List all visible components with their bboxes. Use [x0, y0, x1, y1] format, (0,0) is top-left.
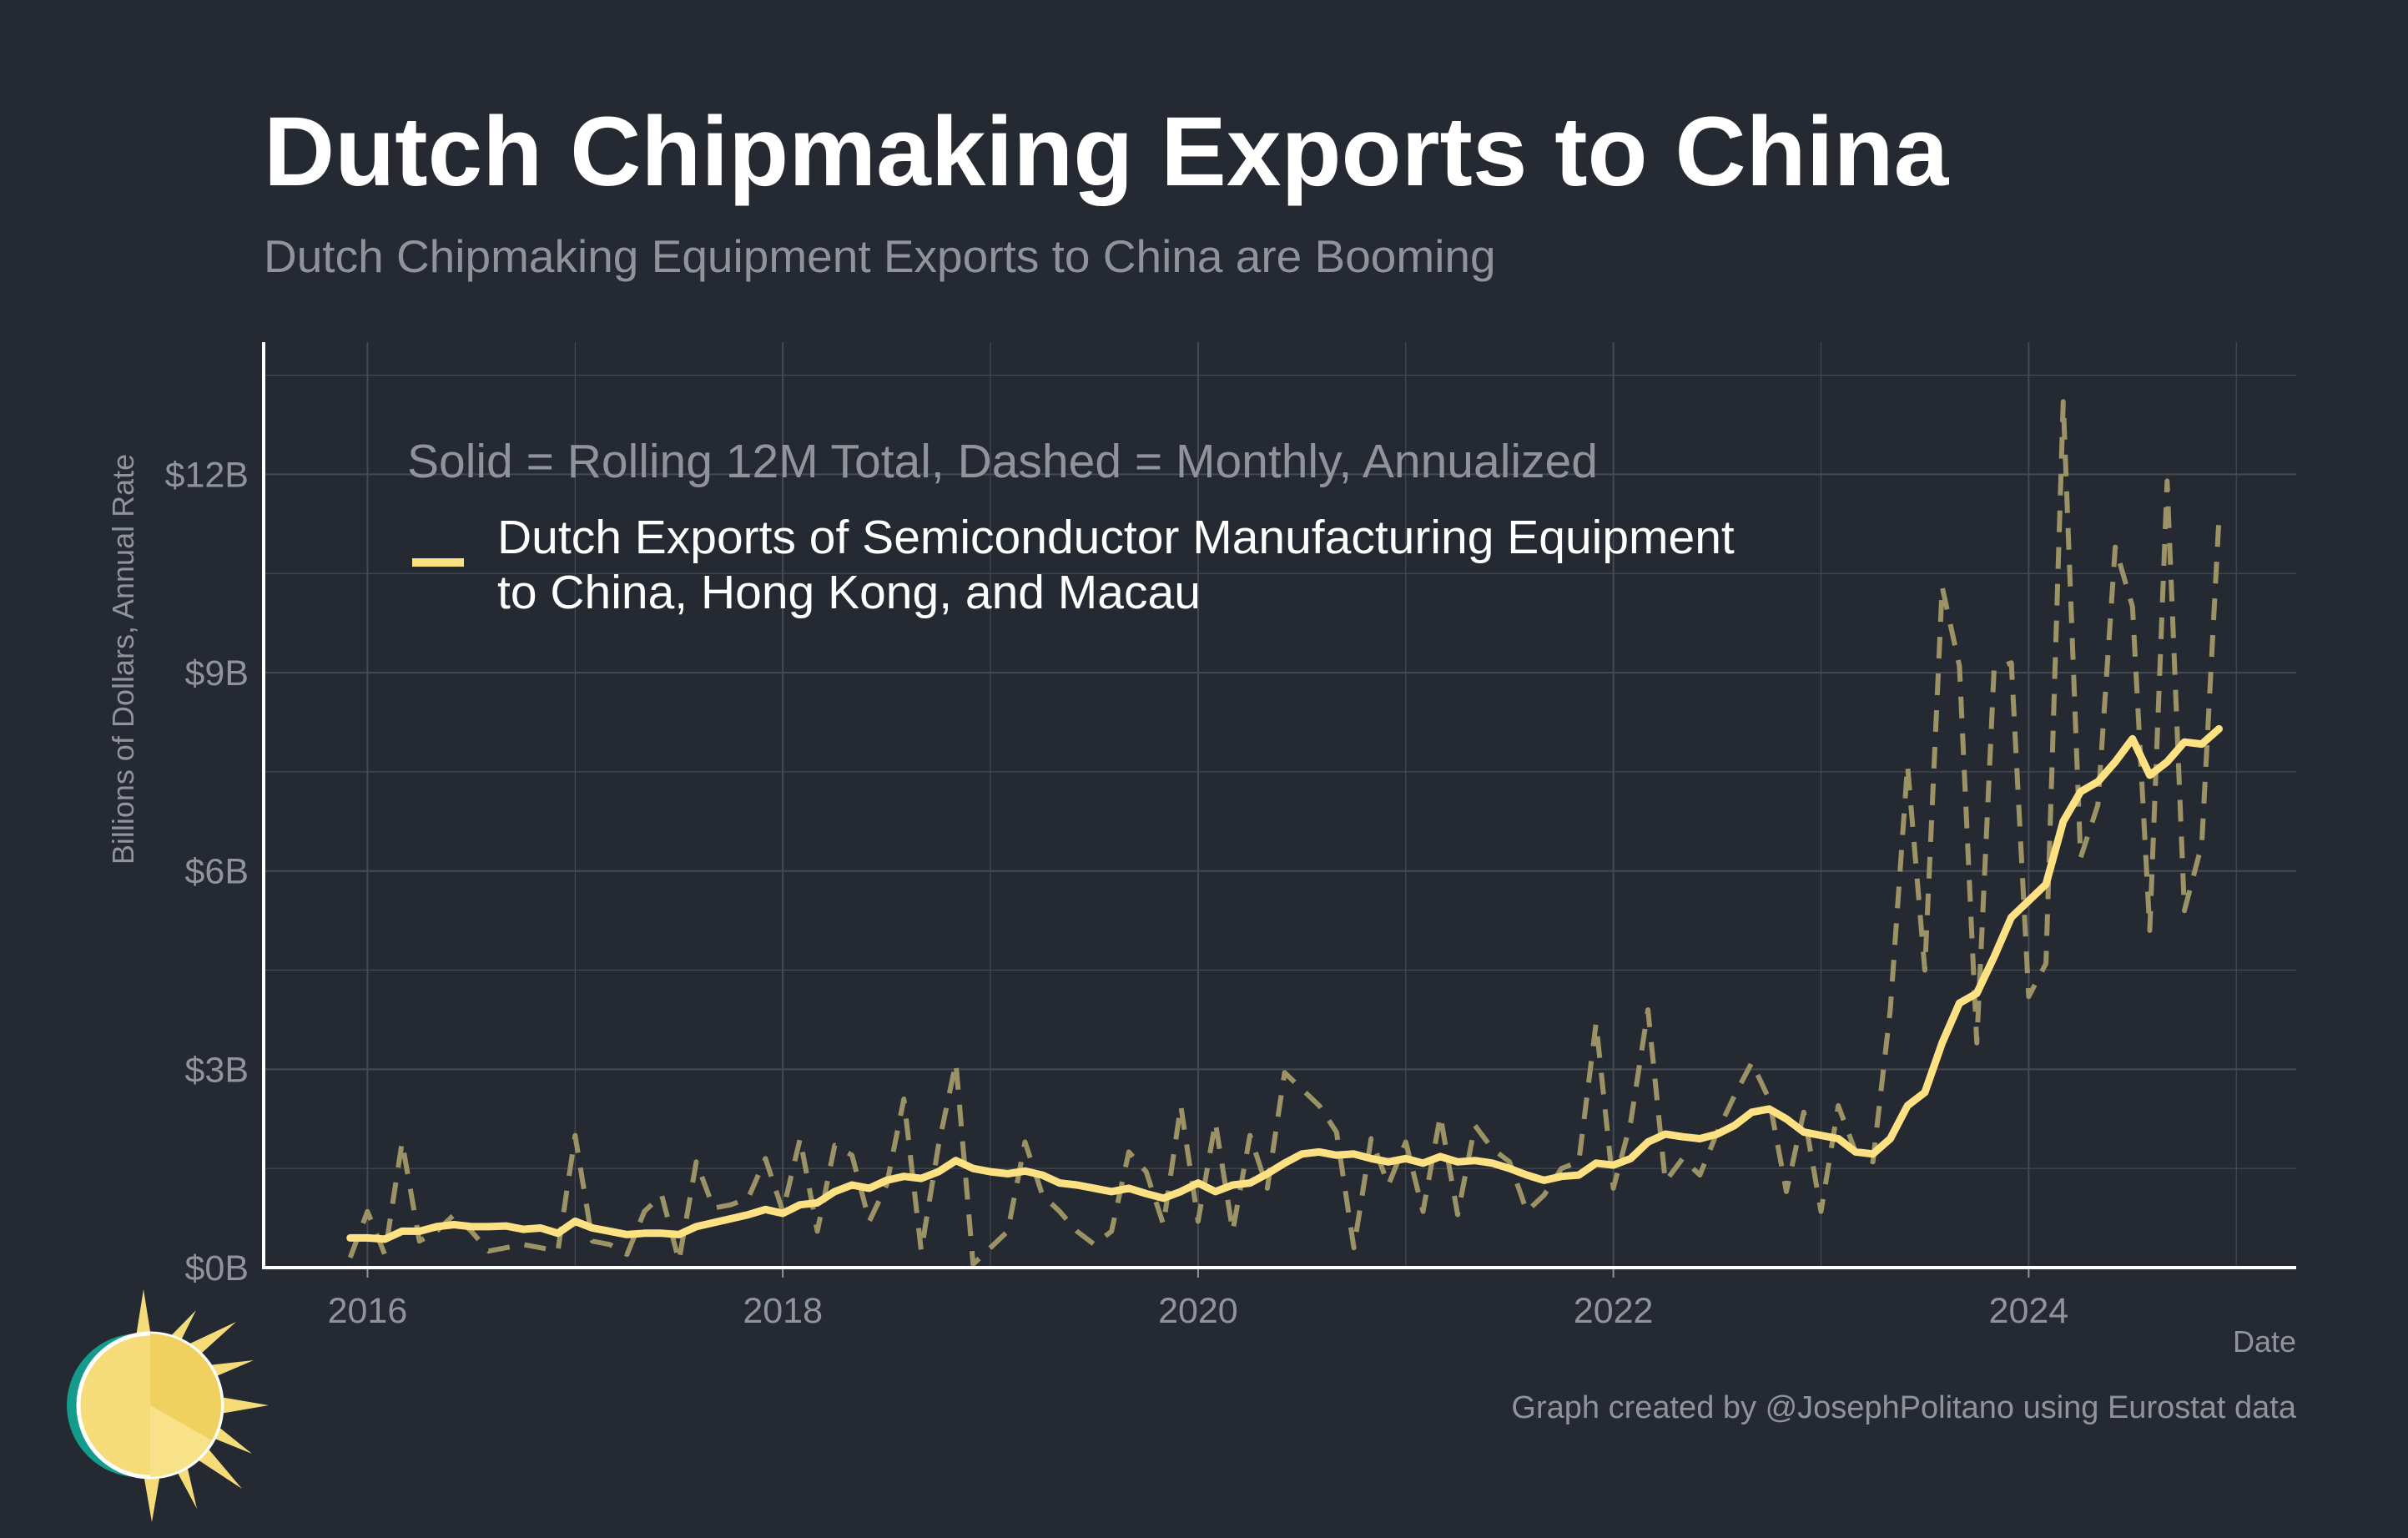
x-tick-label: 2018: [743, 1291, 823, 1331]
y-tick-label: $6B: [184, 852, 249, 892]
x-tick-label: 2022: [1574, 1291, 1654, 1331]
y-tick-label: $9B: [184, 653, 249, 693]
y-tick-label: $12B: [165, 455, 249, 495]
sun-logo-icon: [67, 1289, 269, 1522]
legend-swatch: [412, 558, 464, 567]
legend-label-line-1: Dutch Exports of Semiconductor Manufactu…: [497, 511, 1735, 564]
chart-subtitle: Dutch Chipmaking Equipment Exports to Ch…: [264, 230, 1496, 282]
series-line-monthly: [347, 399, 2222, 1267]
chart-title: Dutch Chipmaking Exports to China: [264, 97, 1950, 207]
tick-labels: $0B $3B $6B $9B $12B 2016 2018 2020 2022 2024: [165, 455, 2069, 1331]
x-tick-label: 2016: [328, 1291, 408, 1331]
legend-note: Solid = Rolling 12M Total, Dashed = Mont…: [407, 435, 1598, 488]
credit-text: Graph created by @JosephPolitano using E…: [1511, 1390, 2296, 1425]
y-axis-label: Billions of Dollars, Annual Rate: [106, 454, 140, 865]
y-tick-label: $3B: [184, 1050, 249, 1090]
x-axis-label: Date: [2233, 1324, 2296, 1359]
x-tick-label: 2024: [1989, 1291, 2069, 1331]
grid-lines: [264, 342, 2296, 1268]
x-tick-label: 2020: [1158, 1291, 1238, 1331]
legend-label-line-2: to China, Hong Kong, and Macau: [497, 566, 1201, 619]
y-tick-label: $0B: [184, 1248, 249, 1288]
series-line-rolling-12m: [346, 724, 2223, 1243]
series-lines: [346, 399, 2223, 1267]
